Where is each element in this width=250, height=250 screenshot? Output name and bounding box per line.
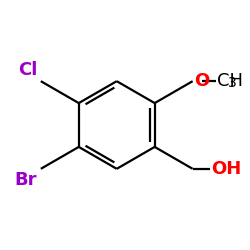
Text: Cl: Cl xyxy=(18,61,37,79)
Text: CH: CH xyxy=(217,72,243,90)
Text: OH: OH xyxy=(211,160,241,178)
Text: 3: 3 xyxy=(228,76,237,90)
Text: Br: Br xyxy=(15,171,37,189)
Text: O: O xyxy=(194,72,209,90)
